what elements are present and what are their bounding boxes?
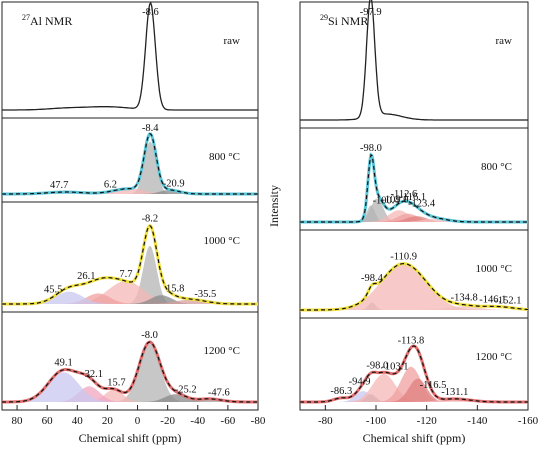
condition-label: raw — [496, 35, 513, 47]
x-tick-label: -160 — [518, 415, 539, 427]
peak-label: -123.4 — [408, 199, 436, 210]
x-tick-label: -140 — [467, 415, 488, 427]
x-axis-label: Chemical shift (ppm) — [363, 431, 466, 445]
x-tick-label: 40 — [72, 415, 84, 427]
condition-label: 1200 °C — [204, 345, 241, 357]
panel-frame — [1, 1, 259, 411]
component-peak-3 — [2, 291, 258, 304]
condition-label: 1200 °C — [476, 351, 513, 363]
component-peak-3 — [2, 372, 258, 402]
peak-label: -131.1 — [441, 387, 468, 398]
x-tick-label: -80 — [251, 415, 266, 427]
peak-label: -112.6 — [390, 189, 417, 200]
nucleus-label: 29Si NMR — [320, 13, 368, 28]
panel-frame — [299, 1, 529, 411]
peak-label: -86.3 — [330, 386, 352, 397]
peak-label: 15.7 — [107, 378, 125, 389]
component-peak-5 — [300, 218, 528, 222]
peak-label: -98.0 — [366, 361, 388, 372]
x-tick-label: 20 — [102, 415, 114, 427]
peak-label: -8.2 — [142, 214, 159, 225]
trace-1: 800 °C -8.4 6.2 47.7 -20.9 — [2, 123, 258, 196]
peak-label: 15.8 — [166, 283, 184, 294]
x-tick-label: -120 — [417, 415, 438, 427]
x-tick-label: -40 — [190, 415, 205, 427]
peak-label: -113.8 — [398, 336, 425, 347]
trace-0: raw -8.6 — [2, 1, 258, 111]
condition-label: 800 °C — [209, 151, 240, 163]
x-tick-label: -80 — [318, 415, 333, 427]
peak-label: -100.4 — [373, 195, 401, 206]
x-axis-label: Chemical shift (ppm) — [79, 431, 182, 445]
raw-spectrum — [2, 1, 258, 111]
peak-label: -110.9 — [390, 252, 417, 263]
condition-label: raw — [224, 35, 241, 47]
x-tick-label: -20 — [160, 415, 175, 427]
panel-0: 27Al NMR raw -8.6 800 °C -8.4 6.2 47.7 -20.9 100… — [1, 1, 281, 445]
peak-label: -8.6 — [142, 7, 159, 18]
nucleus-label: 27Al NMR — [22, 13, 72, 28]
peak-label: -152.1 — [494, 295, 521, 306]
peak-label: -134.8 — [451, 293, 478, 304]
experimental-spectrum — [2, 133, 258, 195]
peak-label: -103.1 — [381, 362, 408, 373]
trace-3: 1200 °C -86.3-94.9 -98.0-103.1 -113.8 -116.5… — [300, 336, 528, 404]
raw-spectrum — [300, 0, 528, 121]
y-axis-label: Intensity — [267, 185, 281, 227]
peak-label: 7.7 — [119, 269, 132, 280]
peak-label: -35.5 — [194, 289, 216, 300]
peak-label: -98.4 — [361, 273, 384, 284]
trace-2: 1000 °C -98.4 -110.9 -134.8 -146.1-152.1 — [300, 252, 528, 312]
fit-envelope — [2, 132, 258, 196]
component-peak-0 — [2, 141, 258, 194]
x-tick-label: 0 — [135, 415, 141, 427]
peak-label: -25.2 — [175, 384, 197, 395]
experimental-spectrum — [2, 224, 258, 305]
x-tick-label: -100 — [366, 415, 387, 427]
component-peak-2 — [300, 306, 528, 310]
peak-label: -109.0 — [381, 194, 408, 205]
peak-label: 49.1 — [54, 358, 72, 369]
x-tick-label: -60 — [221, 415, 236, 427]
component-peak-1 — [300, 263, 528, 310]
peak-label: -97.9 — [360, 7, 382, 18]
component-peak-5 — [2, 398, 258, 402]
peak-label: -47.6 — [208, 388, 230, 399]
peak-label: 45.5 — [44, 285, 62, 296]
peak-label: -20.9 — [163, 178, 185, 189]
component-peak-1 — [2, 188, 258, 194]
experimental-spectrum — [2, 341, 258, 403]
peak-label: -98.0 — [360, 143, 382, 154]
peak-label: -116.5 — [420, 380, 447, 391]
peak-label: -8.4 — [142, 123, 159, 134]
peak-label: -8.0 — [141, 330, 158, 341]
x-tick-label: 80 — [12, 415, 24, 427]
experimental-spectrum — [300, 345, 528, 403]
trace-1: 800 °C -98.0 -100.4-109.0-112.6-116.1-123.… — [300, 143, 528, 224]
peak-label: 32.1 — [85, 369, 103, 380]
x-tick-label: 60 — [42, 415, 54, 427]
condition-label: 1000 °C — [476, 263, 513, 275]
experimental-spectrum — [300, 153, 528, 223]
trace-0: raw -97.9 — [300, 0, 528, 121]
component-peak-4 — [300, 216, 528, 222]
trace-3: 1200 °C -8.0 15.7 32.1 49.1 -25.2 -47.6 — [2, 330, 258, 404]
peak-label: -146.1 — [479, 294, 506, 305]
component-peak-4 — [300, 378, 528, 402]
component-peak-1 — [2, 281, 258, 304]
peak-label: 26.1 — [77, 271, 95, 282]
condition-label: 800 °C — [481, 161, 512, 173]
component-peak-1 — [2, 389, 258, 402]
condition-label: 1000 °C — [204, 235, 241, 247]
peak-label: 47.7 — [50, 180, 68, 191]
peak-label: -116.1 — [399, 192, 426, 203]
experimental-spectrum — [300, 263, 528, 311]
component-peak-0 — [300, 391, 528, 402]
peak-label: 6.2 — [104, 179, 117, 190]
trace-2: 1000 °C -8.2 7.7 26.1 45.5 15.8 -35.5 — [2, 214, 258, 306]
peak-label: -94.9 — [349, 376, 371, 387]
